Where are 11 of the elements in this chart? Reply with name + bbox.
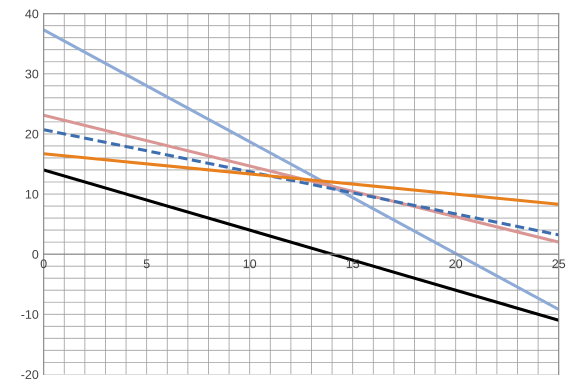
y-tick-label: 20	[26, 130, 38, 139]
y-tick-label: 30	[25, 70, 38, 78]
y-tick-label: -10	[21, 310, 38, 319]
y-tick-label: 10	[26, 190, 38, 199]
x-tick-label: 20	[449, 259, 462, 268]
y-tick-label: 0	[32, 250, 38, 259]
x-tick-label: 5	[144, 259, 150, 268]
x-tick-label: 15	[346, 259, 360, 268]
y-tick-label: -20	[21, 370, 38, 380]
y-tick-label: 40	[25, 9, 38, 18]
x-tick-label: 10	[244, 259, 256, 268]
